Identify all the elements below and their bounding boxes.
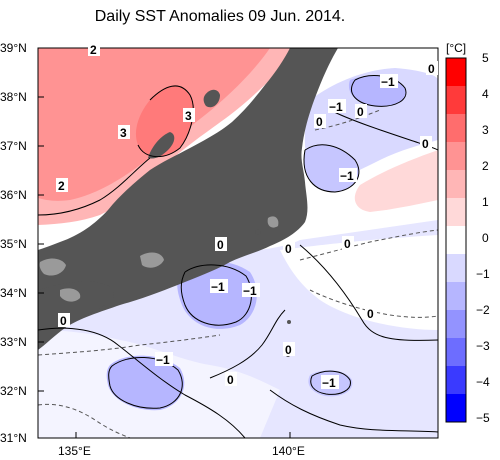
land-sado xyxy=(203,89,220,108)
x-tick-label: 135°E xyxy=(58,444,91,458)
colorbar-segment xyxy=(446,58,466,87)
anomaly-area-positive-3 xyxy=(135,85,194,157)
contour-label: −1 xyxy=(243,284,257,298)
x-tick-label: 140°E xyxy=(272,444,305,458)
y-tick-label: 34°N xyxy=(0,286,27,300)
contour-label: 0 xyxy=(60,314,67,328)
contours-solid xyxy=(38,75,438,438)
y-tick-label: 36°N xyxy=(0,188,27,202)
contour-label: −1 xyxy=(156,353,170,367)
colorbar-tick: −5 xyxy=(476,411,490,425)
anomaly-area-warm-band xyxy=(354,150,438,212)
anomaly-area-neutral xyxy=(280,235,438,330)
colorbar-segment xyxy=(446,366,466,395)
y-tick-label: 39°N xyxy=(0,41,27,55)
colorbar-tick: 5 xyxy=(482,51,489,65)
contour-label: −1 xyxy=(329,100,343,114)
colorbar-segment xyxy=(446,114,466,143)
colorbar-tick: 2 xyxy=(482,159,489,173)
contour-label: 0 xyxy=(285,242,292,256)
land-oshima xyxy=(255,229,261,235)
y-tick-label: 32°N xyxy=(0,384,27,398)
colorbar-tick: −3 xyxy=(476,339,490,353)
y-tick-label: 38°N xyxy=(0,90,27,104)
map-layers xyxy=(38,48,438,438)
contour-label: 0 xyxy=(357,105,364,119)
colorbar-segment xyxy=(446,310,466,339)
contour-label: −1 xyxy=(381,75,395,89)
colorbar-segment xyxy=(446,338,466,367)
contour-label: 3 xyxy=(185,109,192,123)
y-tick-label: 33°N xyxy=(0,335,27,349)
anomaly-area-negative-izu xyxy=(177,261,257,329)
contour-label: 2 xyxy=(58,179,65,193)
land-noto xyxy=(148,132,175,159)
colorbar-tick: 0 xyxy=(482,231,489,245)
contour-label: 0 xyxy=(217,238,224,252)
contour-label: −1 xyxy=(322,376,336,390)
colorbar-tick: 1 xyxy=(482,195,489,209)
colorbar-tick: −1 xyxy=(476,267,490,281)
colorbar-tick: −2 xyxy=(476,303,490,317)
land-island xyxy=(262,244,266,248)
land-gray-patch xyxy=(60,288,81,302)
colorbar-frame xyxy=(445,57,467,423)
anomaly-area-negative-s1 xyxy=(106,355,185,411)
contour-label: 0 xyxy=(367,307,374,321)
land-island xyxy=(287,320,291,324)
land-honshu xyxy=(38,48,338,350)
contour-label: −1 xyxy=(340,169,354,183)
colorbar-segment xyxy=(446,198,466,227)
colorbar-segment xyxy=(446,170,466,199)
contour-label: 2 xyxy=(90,43,97,57)
y-tick-label: 37°N xyxy=(0,139,27,153)
map-title: Daily SST Anomalies 09 Jun. 2014. xyxy=(94,8,346,25)
colorbar-segment xyxy=(446,142,466,171)
contour-label: 0 xyxy=(428,62,435,76)
colorbar-tick: 3 xyxy=(482,123,489,137)
contour-label: 0 xyxy=(285,343,292,357)
contour-label: 0 xyxy=(422,137,429,151)
land-gray-patch xyxy=(140,252,164,268)
colorbar xyxy=(446,58,466,423)
colorbar-segment xyxy=(446,394,466,423)
colorbar-segment xyxy=(446,86,466,115)
colorbar-unit: [°C] xyxy=(446,41,466,55)
contour-label: 0 xyxy=(227,373,234,387)
contours-dashed xyxy=(38,109,438,438)
contour-label: 0 xyxy=(316,115,323,129)
land-shikoku xyxy=(38,281,115,330)
map-frame xyxy=(37,47,439,439)
contour-label: 0 xyxy=(344,237,351,251)
land-gray-patch xyxy=(267,216,279,228)
contour-label: 3 xyxy=(120,126,127,140)
y-tick-label: 31°N xyxy=(0,431,27,445)
land-gray-patch xyxy=(39,258,66,276)
contour-label: −1 xyxy=(211,280,225,294)
colorbar-segment xyxy=(446,226,466,255)
contour-labels: 2 2 3 3 −1 −1 −1 0 0 0 0 −1 −1 0 0 0 0 0… xyxy=(56,42,438,390)
y-tick-label: 35°N xyxy=(0,237,27,251)
colorbar-tick: 4 xyxy=(482,87,489,101)
colorbar-tick: −4 xyxy=(476,375,490,389)
colorbar-segment xyxy=(446,282,466,311)
map-tick-marks xyxy=(38,47,291,438)
colorbar-segment xyxy=(446,254,466,283)
